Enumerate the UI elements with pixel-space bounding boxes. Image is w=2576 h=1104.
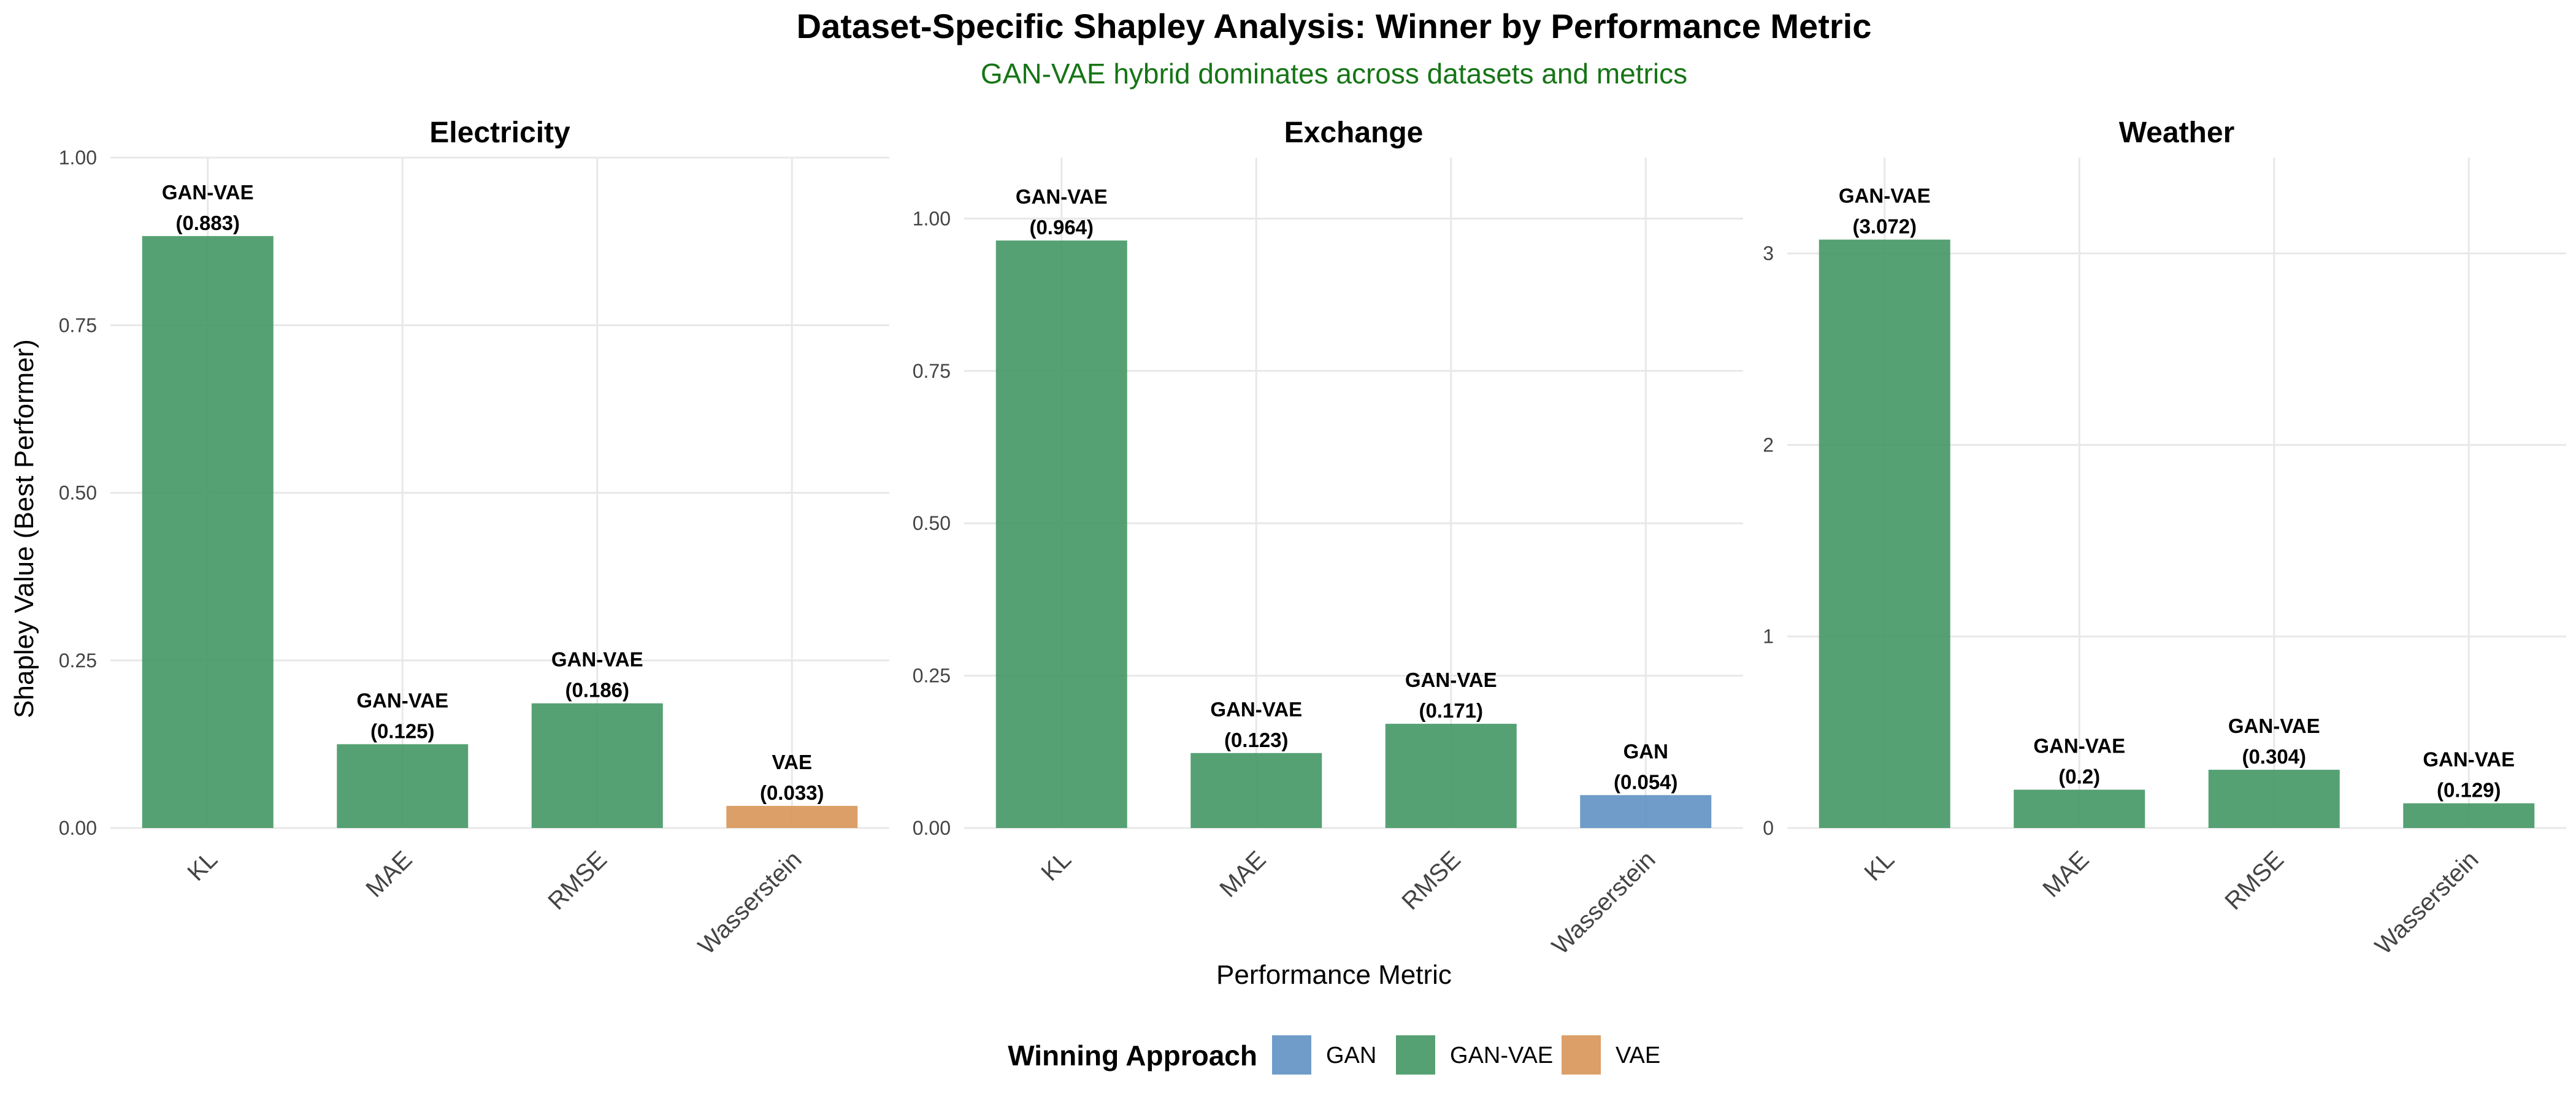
y-tick-label: 0.75 — [913, 360, 951, 382]
legend-label: GAN-VAE — [1450, 1043, 1553, 1068]
bar-mae — [337, 744, 469, 828]
bar-winner-label: GAN-VAE — [2423, 748, 2515, 771]
x-tick-label: MAE — [2037, 846, 2094, 902]
bar-value-label: (0.129) — [2437, 779, 2501, 802]
bar-mae — [1190, 753, 1322, 828]
bar-value-label: (0.2) — [2058, 765, 2100, 788]
bar-value-label: (0.883) — [175, 212, 240, 234]
bar-wasserstein — [2403, 803, 2535, 828]
facet-title: Exchange — [1284, 117, 1424, 149]
legend-key — [1396, 1035, 1435, 1075]
x-tick-label: Wasserstein — [1547, 846, 1661, 960]
bar-winner-label: GAN-VAE — [1405, 669, 1497, 691]
facet-title: Weather — [2119, 117, 2235, 149]
x-tick-label: KL — [182, 846, 223, 886]
y-tick-label: 1.00 — [59, 147, 97, 169]
y-tick-label: 0.25 — [59, 650, 97, 672]
facet-panels: Electricity 0.00 0.25 0.50 0.75 1.00 GAN-VAE (0… — [59, 117, 2566, 960]
bar-winner-label: GAN-VAE — [1839, 185, 1931, 207]
y-axis-label: Shapley Value (Best Performer) — [9, 339, 39, 718]
facet-title: Electricity — [429, 117, 570, 149]
y-tick-label: 0.50 — [913, 512, 951, 534]
bar-kl — [1819, 239, 1950, 828]
bar-value-label: (0.125) — [370, 719, 435, 742]
bar-wasserstein — [726, 805, 858, 828]
chart-subtitle: GAN-VAE hybrid dominates across datasets… — [981, 58, 1687, 90]
bar-value-label: (0.304) — [2242, 745, 2306, 768]
x-tick-label: Wasserstein — [2370, 846, 2484, 960]
y-tick-label: 2 — [1763, 434, 1774, 456]
bar-value-label: (0.054) — [1614, 770, 1678, 793]
x-tick-label: MAE — [361, 846, 417, 902]
bar-kl — [995, 240, 1127, 829]
x-tick-label: RMSE — [543, 846, 612, 915]
legend-label: GAN — [1326, 1043, 1376, 1068]
y-tick-label: 0.25 — [913, 665, 951, 687]
facet-panel-electricity: Electricity 0.00 0.25 0.50 0.75 1.00 GAN-VAE (0… — [59, 117, 889, 960]
x-tick-label: KL — [1036, 846, 1076, 886]
bar-winner-label: GAN-VAE — [356, 689, 448, 711]
facet-panel-exchange: Exchange 0.00 0.25 0.50 0.75 1.00 GAN-VAE (0.96… — [913, 117, 1743, 960]
chart-title: Dataset-Specific Shapley Analysis: Winne… — [797, 7, 1872, 45]
legend-items: GAN GAN-VAE VAE — [1272, 1035, 1660, 1075]
legend-key — [1272, 1035, 1311, 1075]
bar-rmse — [1385, 724, 1517, 828]
y-tick-label: 1.00 — [913, 207, 951, 229]
y-tick-label: 0.00 — [59, 817, 97, 839]
bar-winner-label: GAN-VAE — [1210, 698, 1302, 721]
x-tick-label: RMSE — [2220, 846, 2289, 915]
y-tick-label: 0.75 — [59, 314, 97, 336]
y-tick-label: 0.00 — [913, 817, 951, 839]
bar-rmse — [531, 703, 663, 828]
y-tick-label: 1 — [1763, 626, 1774, 648]
bar-wasserstein — [1580, 795, 1712, 828]
bar-value-label: (0.186) — [565, 679, 629, 702]
bar-kl — [142, 236, 274, 829]
x-tick-label: Wasserstein — [693, 846, 807, 960]
bar-winner-label: GAN-VAE — [2033, 735, 2125, 757]
x-axis-label: Performance Metric — [1216, 960, 1452, 990]
legend: Winning Approach GAN GAN-VAE VAE — [1008, 1035, 1660, 1075]
bar-mae — [2014, 789, 2145, 828]
bar-winner-label: GAN — [1623, 740, 1668, 762]
bar-value-label: (3.072) — [1852, 215, 1917, 238]
bar-value-label: (0.033) — [760, 781, 824, 804]
bar-value-label: (0.964) — [1029, 216, 1094, 239]
bar-value-label: (0.171) — [1419, 699, 1483, 722]
y-tick-label: 3 — [1763, 242, 1774, 264]
bar-rmse — [2208, 770, 2340, 828]
x-tick-label: MAE — [1214, 846, 1271, 902]
y-tick-label: 0 — [1763, 817, 1774, 839]
bar-winner-label: VAE — [772, 751, 812, 773]
legend-title: Winning Approach — [1008, 1040, 1257, 1071]
bar-winner-label: GAN-VAE — [1016, 185, 1108, 208]
legend-key — [1562, 1035, 1601, 1075]
legend-label: VAE — [1616, 1043, 1660, 1068]
bar-winner-label: GAN-VAE — [162, 181, 254, 204]
x-tick-label: KL — [1859, 846, 1899, 886]
bar-winner-label: GAN-VAE — [551, 648, 643, 671]
x-tick-label: RMSE — [1397, 846, 1466, 915]
bar-winner-label: GAN-VAE — [2228, 715, 2320, 737]
facet-panel-weather: Weather 0 1 2 3 GAN-VAE (3.072) GAN-VAE (0.2) GAN… — [1763, 117, 2566, 960]
y-tick-label: 0.50 — [59, 482, 97, 504]
bar-value-label: (0.123) — [1224, 729, 1289, 751]
